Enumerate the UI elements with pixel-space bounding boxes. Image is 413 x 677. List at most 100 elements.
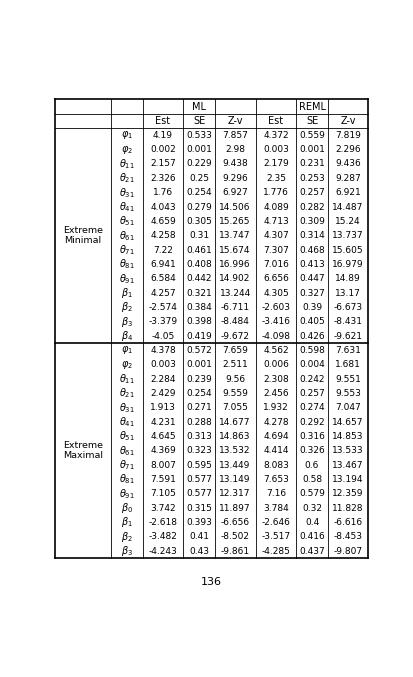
Text: 9.559: 9.559 xyxy=(222,389,248,398)
Text: 8.083: 8.083 xyxy=(263,460,289,470)
Text: $\beta_{2}$: $\beta_{2}$ xyxy=(121,529,133,544)
Text: -6.673: -6.673 xyxy=(334,303,363,312)
Text: 14.853: 14.853 xyxy=(332,432,364,441)
Text: SE: SE xyxy=(193,116,205,126)
Text: 0.408: 0.408 xyxy=(186,260,212,269)
Text: $\theta_{61}$: $\theta_{61}$ xyxy=(119,444,135,458)
Text: 4.713: 4.713 xyxy=(263,217,289,226)
Text: 9.296: 9.296 xyxy=(222,174,248,183)
Text: 0.254: 0.254 xyxy=(186,188,212,197)
Text: -8.484: -8.484 xyxy=(221,318,249,326)
Text: 13.747: 13.747 xyxy=(219,231,251,240)
Text: $\theta_{41}$: $\theta_{41}$ xyxy=(119,415,135,429)
Text: 0.239: 0.239 xyxy=(186,374,212,384)
Text: 6.941: 6.941 xyxy=(150,260,176,269)
Text: 0.25: 0.25 xyxy=(189,174,209,183)
Text: 14.506: 14.506 xyxy=(219,202,251,211)
Text: 0.579: 0.579 xyxy=(299,489,325,498)
Text: 0.398: 0.398 xyxy=(186,318,212,326)
Text: 0.419: 0.419 xyxy=(186,332,212,341)
Text: 0.598: 0.598 xyxy=(299,346,325,355)
Text: -6.656: -6.656 xyxy=(221,518,250,527)
Text: -3.517: -3.517 xyxy=(261,532,290,541)
Text: 0.001: 0.001 xyxy=(186,360,212,369)
Text: -4.243: -4.243 xyxy=(149,546,178,556)
Text: $\beta_{4}$: $\beta_{4}$ xyxy=(121,329,133,343)
Text: 0.282: 0.282 xyxy=(299,202,325,211)
Text: 9.287: 9.287 xyxy=(335,174,361,183)
Text: 4.19: 4.19 xyxy=(153,131,173,140)
Text: 7.631: 7.631 xyxy=(335,346,361,355)
Text: $\theta_{21}$: $\theta_{21}$ xyxy=(119,387,135,400)
Text: Z-v: Z-v xyxy=(228,116,243,126)
Text: $\theta_{71}$: $\theta_{71}$ xyxy=(119,458,135,472)
Text: 14.487: 14.487 xyxy=(332,202,364,211)
Text: SE: SE xyxy=(306,116,318,126)
Text: -3.416: -3.416 xyxy=(261,318,290,326)
Text: 7.016: 7.016 xyxy=(263,260,289,269)
Text: 0.393: 0.393 xyxy=(186,518,212,527)
Text: $\theta_{61}$: $\theta_{61}$ xyxy=(119,229,135,242)
Text: 7.857: 7.857 xyxy=(222,131,248,140)
Text: 4.694: 4.694 xyxy=(263,432,289,441)
Text: 0.323: 0.323 xyxy=(186,446,212,455)
Text: $\theta_{71}$: $\theta_{71}$ xyxy=(119,243,135,257)
Text: 2.157: 2.157 xyxy=(150,160,176,169)
Text: $\beta_{1}$: $\beta_{1}$ xyxy=(121,515,133,529)
Text: 14.89: 14.89 xyxy=(335,274,361,283)
Text: 3.742: 3.742 xyxy=(150,504,176,512)
Text: -9.672: -9.672 xyxy=(221,332,249,341)
Text: 1.76: 1.76 xyxy=(153,188,173,197)
Text: ML: ML xyxy=(192,102,206,112)
Text: 2.98: 2.98 xyxy=(225,145,245,154)
Text: 0.426: 0.426 xyxy=(299,332,325,341)
Text: 0.559: 0.559 xyxy=(299,131,325,140)
Text: 0.315: 0.315 xyxy=(186,504,212,512)
Text: -8.453: -8.453 xyxy=(334,532,363,541)
Text: 15.674: 15.674 xyxy=(219,246,251,255)
Text: 0.43: 0.43 xyxy=(189,546,209,556)
Text: 0.447: 0.447 xyxy=(299,274,325,283)
Text: $\beta_{1}$: $\beta_{1}$ xyxy=(121,286,133,300)
Text: -2.603: -2.603 xyxy=(261,303,290,312)
Text: $\theta_{21}$: $\theta_{21}$ xyxy=(119,171,135,185)
Text: $\theta_{31}$: $\theta_{31}$ xyxy=(119,401,135,414)
Text: $\beta_{3}$: $\beta_{3}$ xyxy=(121,544,133,558)
Text: 0.595: 0.595 xyxy=(186,460,212,470)
Text: Z-v: Z-v xyxy=(340,116,356,126)
Text: 0.002: 0.002 xyxy=(150,145,176,154)
Text: 6.656: 6.656 xyxy=(263,274,289,283)
Text: 1.913: 1.913 xyxy=(150,403,176,412)
Text: 14.657: 14.657 xyxy=(332,418,364,427)
Text: 0.313: 0.313 xyxy=(186,432,212,441)
Text: 0.257: 0.257 xyxy=(299,188,325,197)
Text: 0.254: 0.254 xyxy=(186,389,212,398)
Text: $\varphi_{2}$: $\varphi_{2}$ xyxy=(121,359,133,371)
Text: 3.784: 3.784 xyxy=(263,504,289,512)
Text: 7.105: 7.105 xyxy=(150,489,176,498)
Text: 4.659: 4.659 xyxy=(150,217,176,226)
Text: 4.257: 4.257 xyxy=(150,288,176,297)
Text: 9.56: 9.56 xyxy=(225,374,245,384)
Text: 0.271: 0.271 xyxy=(186,403,212,412)
Text: 4.372: 4.372 xyxy=(263,131,289,140)
Text: 2.456: 2.456 xyxy=(263,389,289,398)
Text: 4.278: 4.278 xyxy=(263,418,289,427)
Text: $\beta_{0}$: $\beta_{0}$ xyxy=(121,501,133,515)
Text: 0.468: 0.468 xyxy=(299,246,325,255)
Text: 14.902: 14.902 xyxy=(219,274,251,283)
Text: 2.179: 2.179 xyxy=(263,160,289,169)
Text: 0.461: 0.461 xyxy=(186,246,212,255)
Text: 0.309: 0.309 xyxy=(299,217,325,226)
Text: -8.431: -8.431 xyxy=(334,318,363,326)
Text: 13.17: 13.17 xyxy=(335,288,361,297)
Text: -3.379: -3.379 xyxy=(148,318,178,326)
Text: 13.737: 13.737 xyxy=(332,231,364,240)
Text: 0.253: 0.253 xyxy=(299,174,325,183)
Text: 2.429: 2.429 xyxy=(150,389,176,398)
Text: $\theta_{91}$: $\theta_{91}$ xyxy=(119,271,135,286)
Text: $\varphi_{2}$: $\varphi_{2}$ xyxy=(121,144,133,156)
Text: 4.645: 4.645 xyxy=(150,432,176,441)
Text: 0.006: 0.006 xyxy=(263,360,289,369)
Text: 0.416: 0.416 xyxy=(299,532,325,541)
